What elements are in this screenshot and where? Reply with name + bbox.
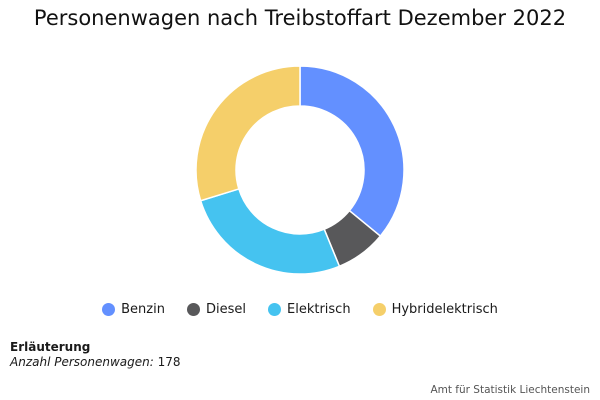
chart-credit: Amt für Statistik Liechtenstein	[430, 384, 590, 396]
legend-marker	[102, 303, 116, 316]
legend-label: Elektrisch	[287, 302, 351, 317]
legend-label: Benzin	[121, 302, 165, 317]
legend-marker	[268, 303, 281, 316]
slice-elektrisch[interactable]	[199, 187, 341, 275]
donut-slices	[195, 65, 405, 275]
slice-benzin[interactable]	[299, 65, 405, 238]
note-heading: Erläuterung	[10, 340, 91, 354]
legend-label: Diesel	[205, 302, 246, 317]
slice-hybridelektrisch[interactable]	[195, 65, 301, 202]
legend-label: Hybridelektrisch	[391, 302, 498, 317]
legend-item-hybridelektrisch[interactable]: Hybridelektrisch	[372, 302, 498, 317]
note-line: Anzahl Personenwagen: 178	[10, 355, 181, 370]
note-label: Anzahl Personenwagen:	[10, 355, 154, 369]
note-value: 178	[157, 355, 181, 369]
chart-legend: Benzin Diesel Elektrisch Hybridelektrisc…	[0, 302, 600, 317]
chart-note: Erläuterung Anzahl Personenwagen: 178	[10, 340, 181, 370]
legend-item-diesel[interactable]: Diesel	[186, 302, 246, 317]
legend-item-benzin[interactable]: Benzin	[102, 302, 165, 317]
chart-title: Personenwagen nach Treibstoffart Dezembe…	[33, 6, 567, 30]
legend-marker	[372, 303, 386, 316]
legend-marker	[186, 303, 200, 316]
legend-item-elektrisch[interactable]: Elektrisch	[268, 302, 351, 317]
